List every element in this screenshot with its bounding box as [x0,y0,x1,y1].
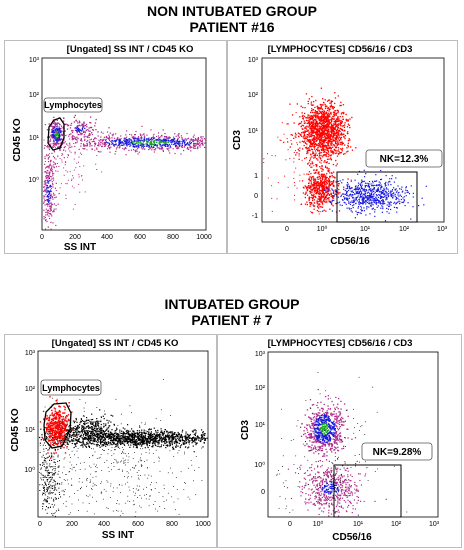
group1-title-line2: PATIENT #16 [189,19,275,35]
group2-right-frame [217,334,462,548]
group2-left-frame [4,334,217,548]
group2-title-line1: INTUBATED GROUP [164,296,300,312]
group2-title-line2: PATIENT # 7 [191,312,273,328]
group1-right-frame [227,40,458,254]
group1-title-line1: NON INTUBATED GROUP [146,3,318,19]
group1-left-frame [4,40,227,254]
